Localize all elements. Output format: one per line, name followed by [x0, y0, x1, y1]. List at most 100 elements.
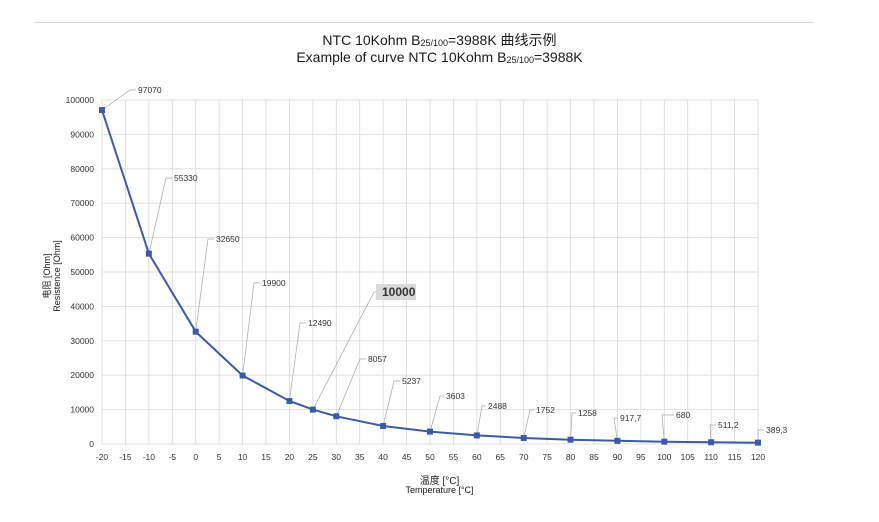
label-leader — [709, 424, 716, 443]
data-label: 3603 — [446, 391, 465, 401]
data-label: 19900 — [262, 278, 286, 288]
x-axis-ticks: -20 -15 -10 -5 0 5 10 15 20 25 30 35 40 45 50 55 60 65 70 7… — [96, 452, 766, 462]
data-label: 1752 — [536, 405, 555, 415]
data-labels: 97070 55330 32650 19900 12490 10000 8057 5237 36… — [138, 85, 788, 435]
y-tick-label: 60000 — [70, 233, 94, 243]
x-tick-label: 90 — [613, 452, 623, 462]
data-label: 917,7 — [620, 413, 642, 423]
x-tick-label: 120 — [751, 452, 765, 462]
x-tick-label: 115 — [728, 452, 742, 462]
label-leader — [429, 395, 444, 432]
x-tick-label: 50 — [425, 452, 435, 462]
x-tick-label: 55 — [449, 452, 459, 462]
data-point — [99, 107, 105, 114]
data-label: 55330 — [174, 173, 198, 183]
label-leader — [195, 238, 214, 332]
x-tick-label: 65 — [496, 452, 506, 462]
y-tick-label: 90000 — [70, 129, 94, 139]
x-tick-label: 80 — [566, 452, 576, 462]
data-label: 511,2 — [718, 420, 739, 430]
data-label: 12490 — [308, 318, 332, 328]
data-point — [239, 372, 246, 379]
data-point — [380, 422, 387, 429]
x-tick-label: 75 — [542, 452, 552, 462]
x-tick-label: 35 — [355, 452, 365, 462]
y-tick-label: 100000 — [66, 95, 95, 105]
label-leader — [101, 89, 136, 111]
x-tick-label: 95 — [636, 452, 646, 462]
data-point — [520, 434, 527, 441]
label-leader — [242, 282, 260, 376]
label-leaders — [101, 89, 764, 443]
x-tick-label: 15 — [261, 452, 271, 462]
x-tick-label: -15 — [119, 452, 132, 462]
data-label: 680 — [676, 410, 690, 420]
y-tick-label: 30000 — [70, 336, 94, 346]
y-tick-label: 70000 — [70, 198, 94, 208]
data-point — [755, 439, 761, 446]
x-tick-label: 85 — [589, 452, 599, 462]
label-leader — [757, 429, 764, 443]
data-point — [427, 428, 433, 435]
data-point — [286, 398, 293, 405]
x-tick-label: 0 — [193, 452, 198, 462]
data-label: 2488 — [488, 401, 507, 411]
x-tick-label: 45 — [402, 452, 412, 462]
x-axis-label-en: Temperature [°C] — [405, 485, 474, 495]
data-label: 10000 — [382, 285, 416, 299]
x-tick-label: 100 — [657, 452, 671, 462]
label-leader — [382, 380, 400, 427]
y-tick-label: 10000 — [70, 405, 94, 415]
top-divider — [34, 22, 814, 23]
x-tick-label: 5 — [217, 452, 222, 462]
y-tick-label: 80000 — [70, 164, 94, 174]
x-tick-label: 110 — [704, 452, 718, 462]
data-label: 1258 — [578, 408, 597, 418]
data-label: 5237 — [402, 376, 421, 386]
label-leader — [613, 417, 618, 441]
x-tick-label: -10 — [143, 452, 156, 462]
data-label: 97070 — [138, 85, 162, 95]
series — [99, 107, 761, 446]
highlight-label-bg — [376, 284, 416, 300]
x-tick-label: -20 — [96, 452, 109, 462]
y-axis-ticks: 0 10000 20000 30000 40000 50000 60000 70000 8000… — [66, 95, 95, 449]
x-tick-label: 25 — [308, 452, 318, 462]
x-axis-label-cn: 温度 [°C] — [419, 476, 460, 487]
x-tick-label: 70 — [519, 452, 529, 462]
label-leader — [570, 412, 576, 440]
data-point — [614, 437, 621, 444]
x-tick-label: 105 — [681, 452, 695, 462]
data-point — [567, 436, 574, 443]
label-leader — [476, 405, 486, 436]
data-point — [309, 406, 316, 413]
data-point — [333, 413, 340, 420]
x-tick-label: 60 — [472, 452, 482, 462]
x-tick-label: 40 — [378, 452, 388, 462]
data-point — [661, 438, 668, 445]
data-label: 389,3 — [766, 425, 788, 435]
y-tick-label: 20000 — [70, 370, 94, 380]
label-leader — [523, 409, 534, 439]
y-axis-label-en: Resistence [Ohm] — [52, 240, 62, 312]
data-point — [192, 328, 199, 335]
data-point — [473, 432, 480, 439]
y-tick-label: 40000 — [70, 301, 94, 311]
data-point — [145, 250, 152, 257]
data-label: 32650 — [216, 234, 240, 244]
x-tick-label: 10 — [238, 452, 248, 462]
y-axis-title: 电阻 [Ohm] Resistence [Ohm] — [41, 240, 62, 312]
series-line — [101, 109, 759, 444]
label-leader — [335, 358, 366, 417]
label-leader — [148, 177, 172, 254]
y-tick-label: 50000 — [70, 267, 94, 277]
chart-title-cn: NTC 10Kohm B25/100=3988K 曲线示例 — [322, 32, 557, 48]
y-axis-label-cn: 电阻 [Ohm] — [41, 253, 52, 298]
x-tick-label: -5 — [169, 452, 177, 462]
x-tick-label: 30 — [332, 452, 342, 462]
data-point — [708, 439, 715, 446]
y-tick-label: 0 — [89, 439, 94, 449]
chart-title-en: Example of curve NTC 10Kohm B25/100=3988… — [296, 49, 583, 65]
x-tick-label: 20 — [285, 452, 295, 462]
